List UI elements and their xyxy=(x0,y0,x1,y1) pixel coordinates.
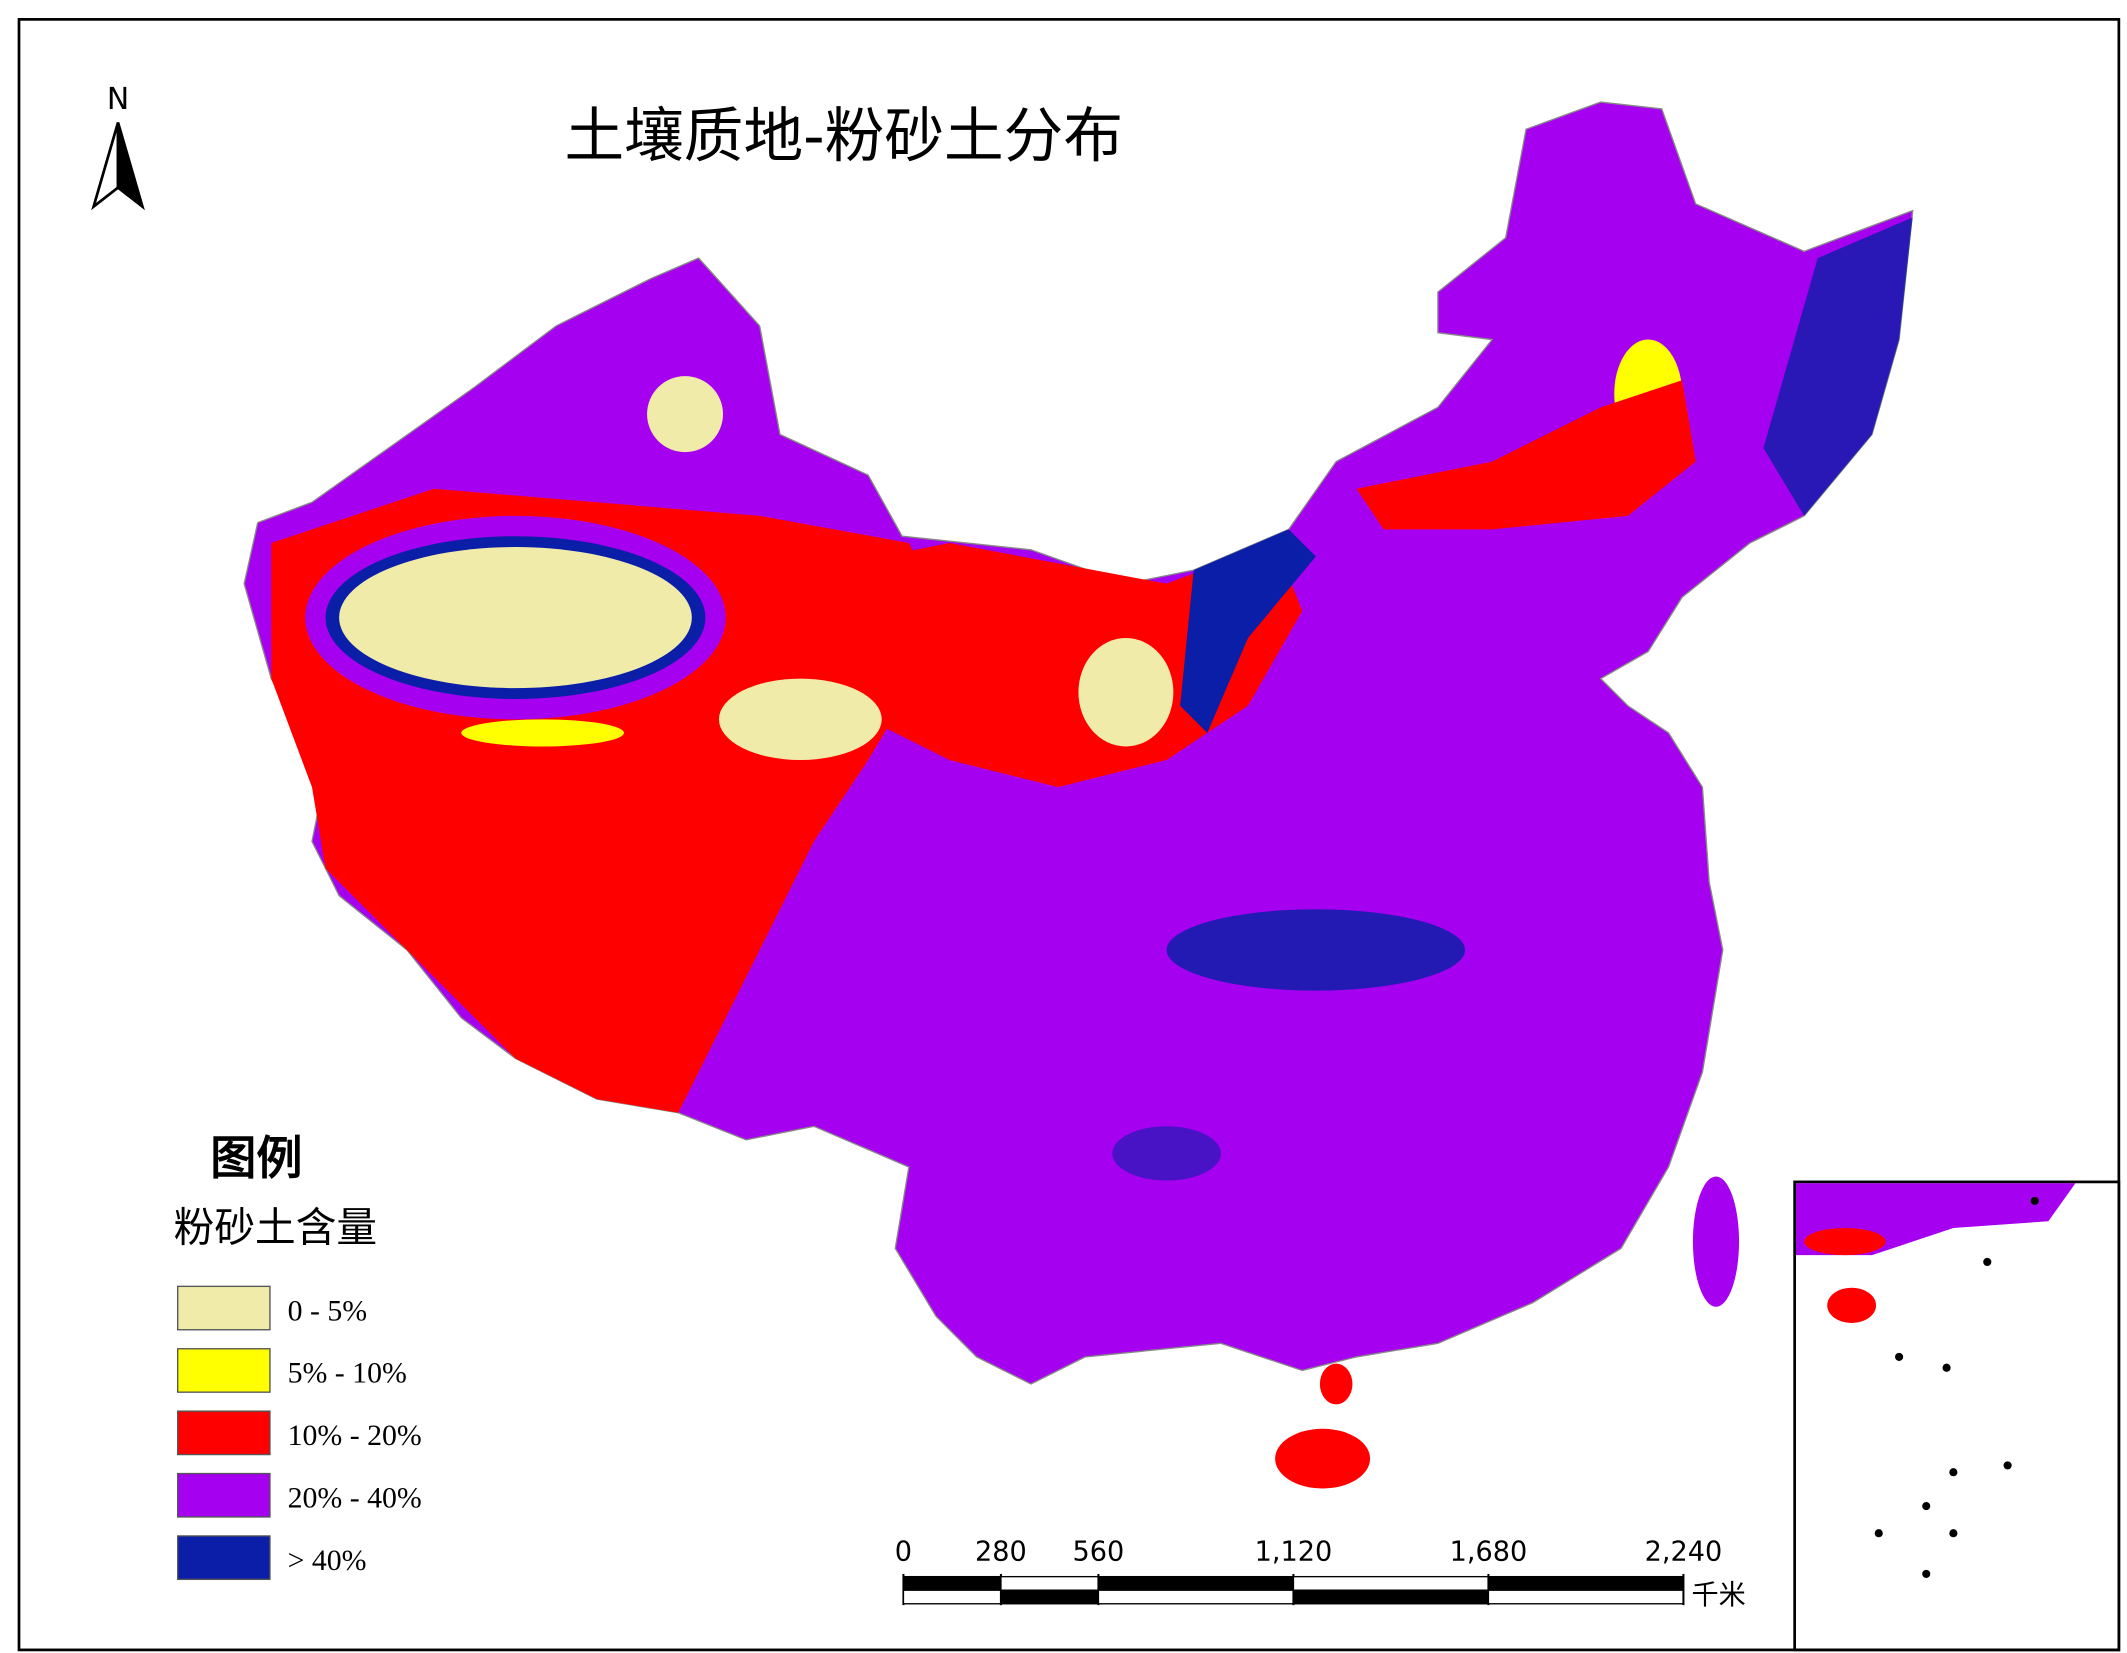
scale-unit: 千米 xyxy=(1692,1580,1746,1611)
scale-segment xyxy=(1487,1589,1685,1605)
yellow-tibet xyxy=(461,719,624,747)
inset-frame xyxy=(1793,1180,2121,1652)
inset-island xyxy=(2030,1196,2039,1205)
scale-segment xyxy=(1097,1589,1295,1605)
greater-khingan-blue xyxy=(1180,529,1316,733)
legend-swatch xyxy=(177,1410,271,1456)
scale-segment xyxy=(1000,1589,1100,1605)
taiwan xyxy=(1692,1176,1740,1307)
qaidam xyxy=(718,678,882,761)
inset-island xyxy=(1942,1363,1951,1372)
legend-label: 20% - 40% xyxy=(288,1481,422,1514)
inset-island xyxy=(2003,1461,2012,1470)
junggar xyxy=(647,376,724,453)
hainan xyxy=(1275,1428,1371,1489)
inset-island xyxy=(1983,1257,1992,1267)
scale-segment xyxy=(1097,1575,1295,1591)
scale-label: 1,120 xyxy=(1255,1536,1333,1567)
inset-island xyxy=(1874,1529,1883,1538)
south-china-sea-inset xyxy=(1796,1183,2076,1579)
taklamakan xyxy=(339,547,692,689)
ne-blue xyxy=(1763,217,1913,516)
north-arrow-right xyxy=(116,122,145,211)
scale-segment xyxy=(1487,1575,1685,1591)
legend-title: 粉砂土含量 xyxy=(174,1204,377,1252)
scale-label: 0 xyxy=(895,1536,912,1567)
legend-swatch xyxy=(177,1472,271,1518)
legend-label: > 40% xyxy=(288,1544,367,1577)
inset-island xyxy=(1895,1352,1904,1361)
legend-label: 10% - 20% xyxy=(288,1419,422,1452)
north-strip xyxy=(813,542,1303,788)
north-label: N xyxy=(107,82,129,117)
legend-swatch xyxy=(177,1348,271,1393)
ne-red xyxy=(1356,380,1696,530)
scale-label: 560 xyxy=(1073,1536,1125,1567)
scale-segment xyxy=(1000,1575,1100,1591)
ordos xyxy=(1078,637,1174,747)
inset-island xyxy=(1922,1569,1931,1579)
china-map xyxy=(243,101,1914,1489)
qinling-blue xyxy=(1166,909,1466,991)
leizhou xyxy=(1319,1363,1353,1405)
scale-label: 2,240 xyxy=(1645,1536,1723,1567)
legend-label: 5% - 10% xyxy=(288,1357,407,1390)
scale-label: 280 xyxy=(975,1536,1027,1567)
legend-label: 0 - 5% xyxy=(288,1294,368,1327)
legend-swatch xyxy=(177,1285,271,1331)
scale-segment xyxy=(902,1589,1002,1605)
legend-swatch xyxy=(177,1535,271,1581)
scale-segment xyxy=(1292,1589,1490,1605)
sichuan-blue xyxy=(1112,1126,1221,1181)
scale-bar: 0 280 560 1,120 1,680 2,240 千米 xyxy=(895,1536,1746,1610)
inset-island xyxy=(1922,1502,1931,1511)
scale-segment xyxy=(902,1575,1002,1591)
scale-segment xyxy=(1292,1575,1490,1591)
map-title: 土壤质地-粉砂土分布 xyxy=(564,102,1123,171)
inset-coast-red xyxy=(1804,1228,1886,1256)
inset-island xyxy=(1949,1468,1958,1477)
inset-island xyxy=(1949,1529,1958,1538)
legend-heading: 图例 xyxy=(210,1131,302,1185)
scale-label: 1,680 xyxy=(1450,1536,1528,1567)
inset-hainan xyxy=(1827,1287,1877,1323)
legend: 0 - 5% 5% - 10% 10% - 20% 20% - 40% > 40% xyxy=(177,1285,422,1581)
